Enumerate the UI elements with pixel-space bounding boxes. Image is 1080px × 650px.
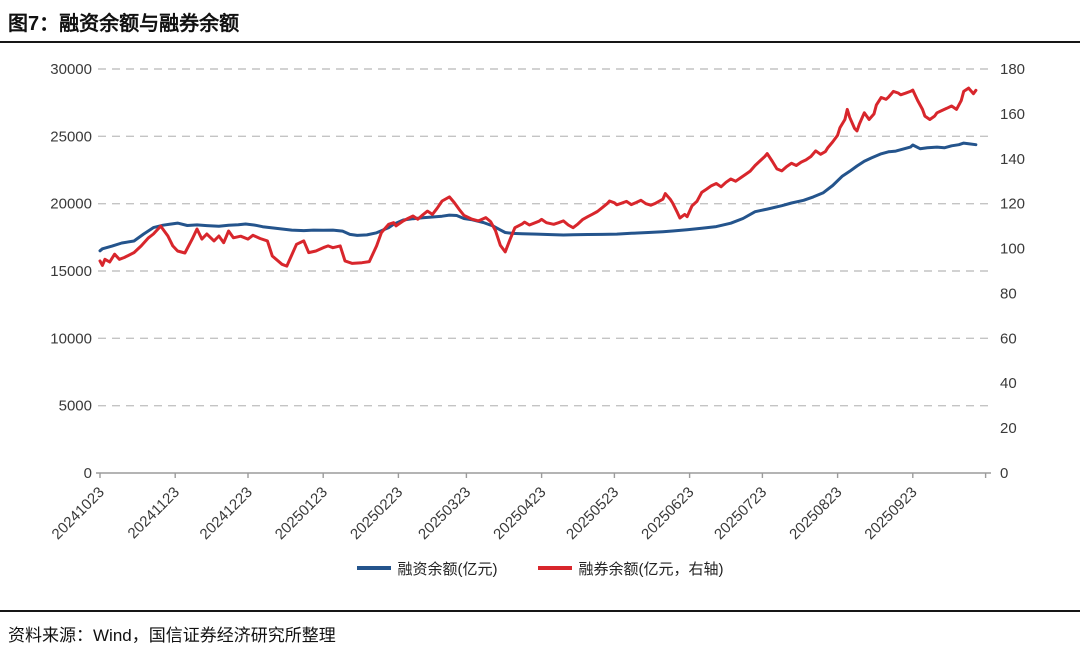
left-axis-tick-label: 0: [84, 465, 92, 482]
x-axis-tick-label: 20241223: [197, 484, 256, 543]
left-axis-tick-label: 10000: [50, 330, 92, 347]
securities-lending-line-swatch: [537, 566, 572, 570]
left-axis-tick-label: 30000: [50, 61, 92, 78]
financing-line-swatch: [356, 566, 391, 570]
figure-header: 图7：融资余额与融券余额: [0, 0, 1080, 43]
left-axis-tick-label: 20000: [50, 196, 92, 213]
x-axis-tick-label: 20250523: [563, 484, 622, 543]
series-line-securities-lending-balance: [98, 86, 978, 268]
figure-title: 图7：融资余额与融券余额: [8, 13, 240, 35]
left-axis-tick-label: 25000: [50, 128, 92, 145]
x-axis-tick-label: 20241023: [49, 484, 108, 543]
right-axis-tick-label: 60: [1000, 330, 1017, 347]
data-source-note: 资料来源：Wind，国信证券经济研究所整理: [8, 626, 336, 645]
x-axis-tick-label: 20241123: [125, 484, 183, 542]
legend-item-financing-balance: 融资余额(亿元): [356, 558, 498, 579]
x-axis-tick-label: 20250223: [347, 484, 406, 543]
right-axis-tick-label: 120: [1000, 196, 1025, 213]
legend-label-securities-lending: 融券余额(亿元，右轴): [578, 560, 724, 578]
x-axis-tick-label: 20250323: [415, 484, 474, 543]
right-axis-tick-label: 140: [1000, 151, 1025, 168]
left-axis-tick-label: 15000: [50, 263, 92, 280]
x-axis-tick-label: 20250923: [861, 484, 920, 543]
x-axis-tick-label: 20250623: [638, 484, 697, 543]
right-axis-tick-label: 180: [1000, 61, 1025, 78]
right-axis-tick-label: 160: [1000, 106, 1025, 123]
dual-axis-line-chart: 0 5000 10000 15000 20000 25000 30000 0 20 40 60 80 1…: [49, 61, 1025, 543]
chart-legend: 融资余额(亿元) 融券余额(亿元，右轴): [0, 556, 1080, 580]
left-axis-tick-label: 5000: [59, 398, 92, 415]
series-line-financing-balance: [98, 141, 978, 253]
x-axis-tick-label: 20250723: [711, 484, 770, 543]
x-axis-tick-label: 20250823: [786, 484, 845, 543]
x-axis-tick-label: 20250423: [490, 484, 549, 543]
right-axis-tick-label: 20: [1000, 420, 1017, 437]
right-axis-tick-label: 40: [1000, 375, 1017, 392]
right-axis-tick-label: 80: [1000, 285, 1017, 302]
legend-item-securities-lending-balance: 融券余额(亿元，右轴): [537, 558, 724, 579]
figure-footer: 资料来源：Wind，国信证券经济研究所整理: [0, 610, 1080, 646]
chart-area: 0 5000 10000 15000 20000 25000 30000 0 20 40 60 80 1…: [0, 43, 1080, 548]
legend-label-financing: 融资余额(亿元): [397, 560, 498, 578]
right-axis-tick-label: 100: [1000, 241, 1025, 258]
right-axis-tick-label: 0: [1000, 465, 1008, 482]
x-axis-tick-label: 20250123: [272, 484, 331, 543]
